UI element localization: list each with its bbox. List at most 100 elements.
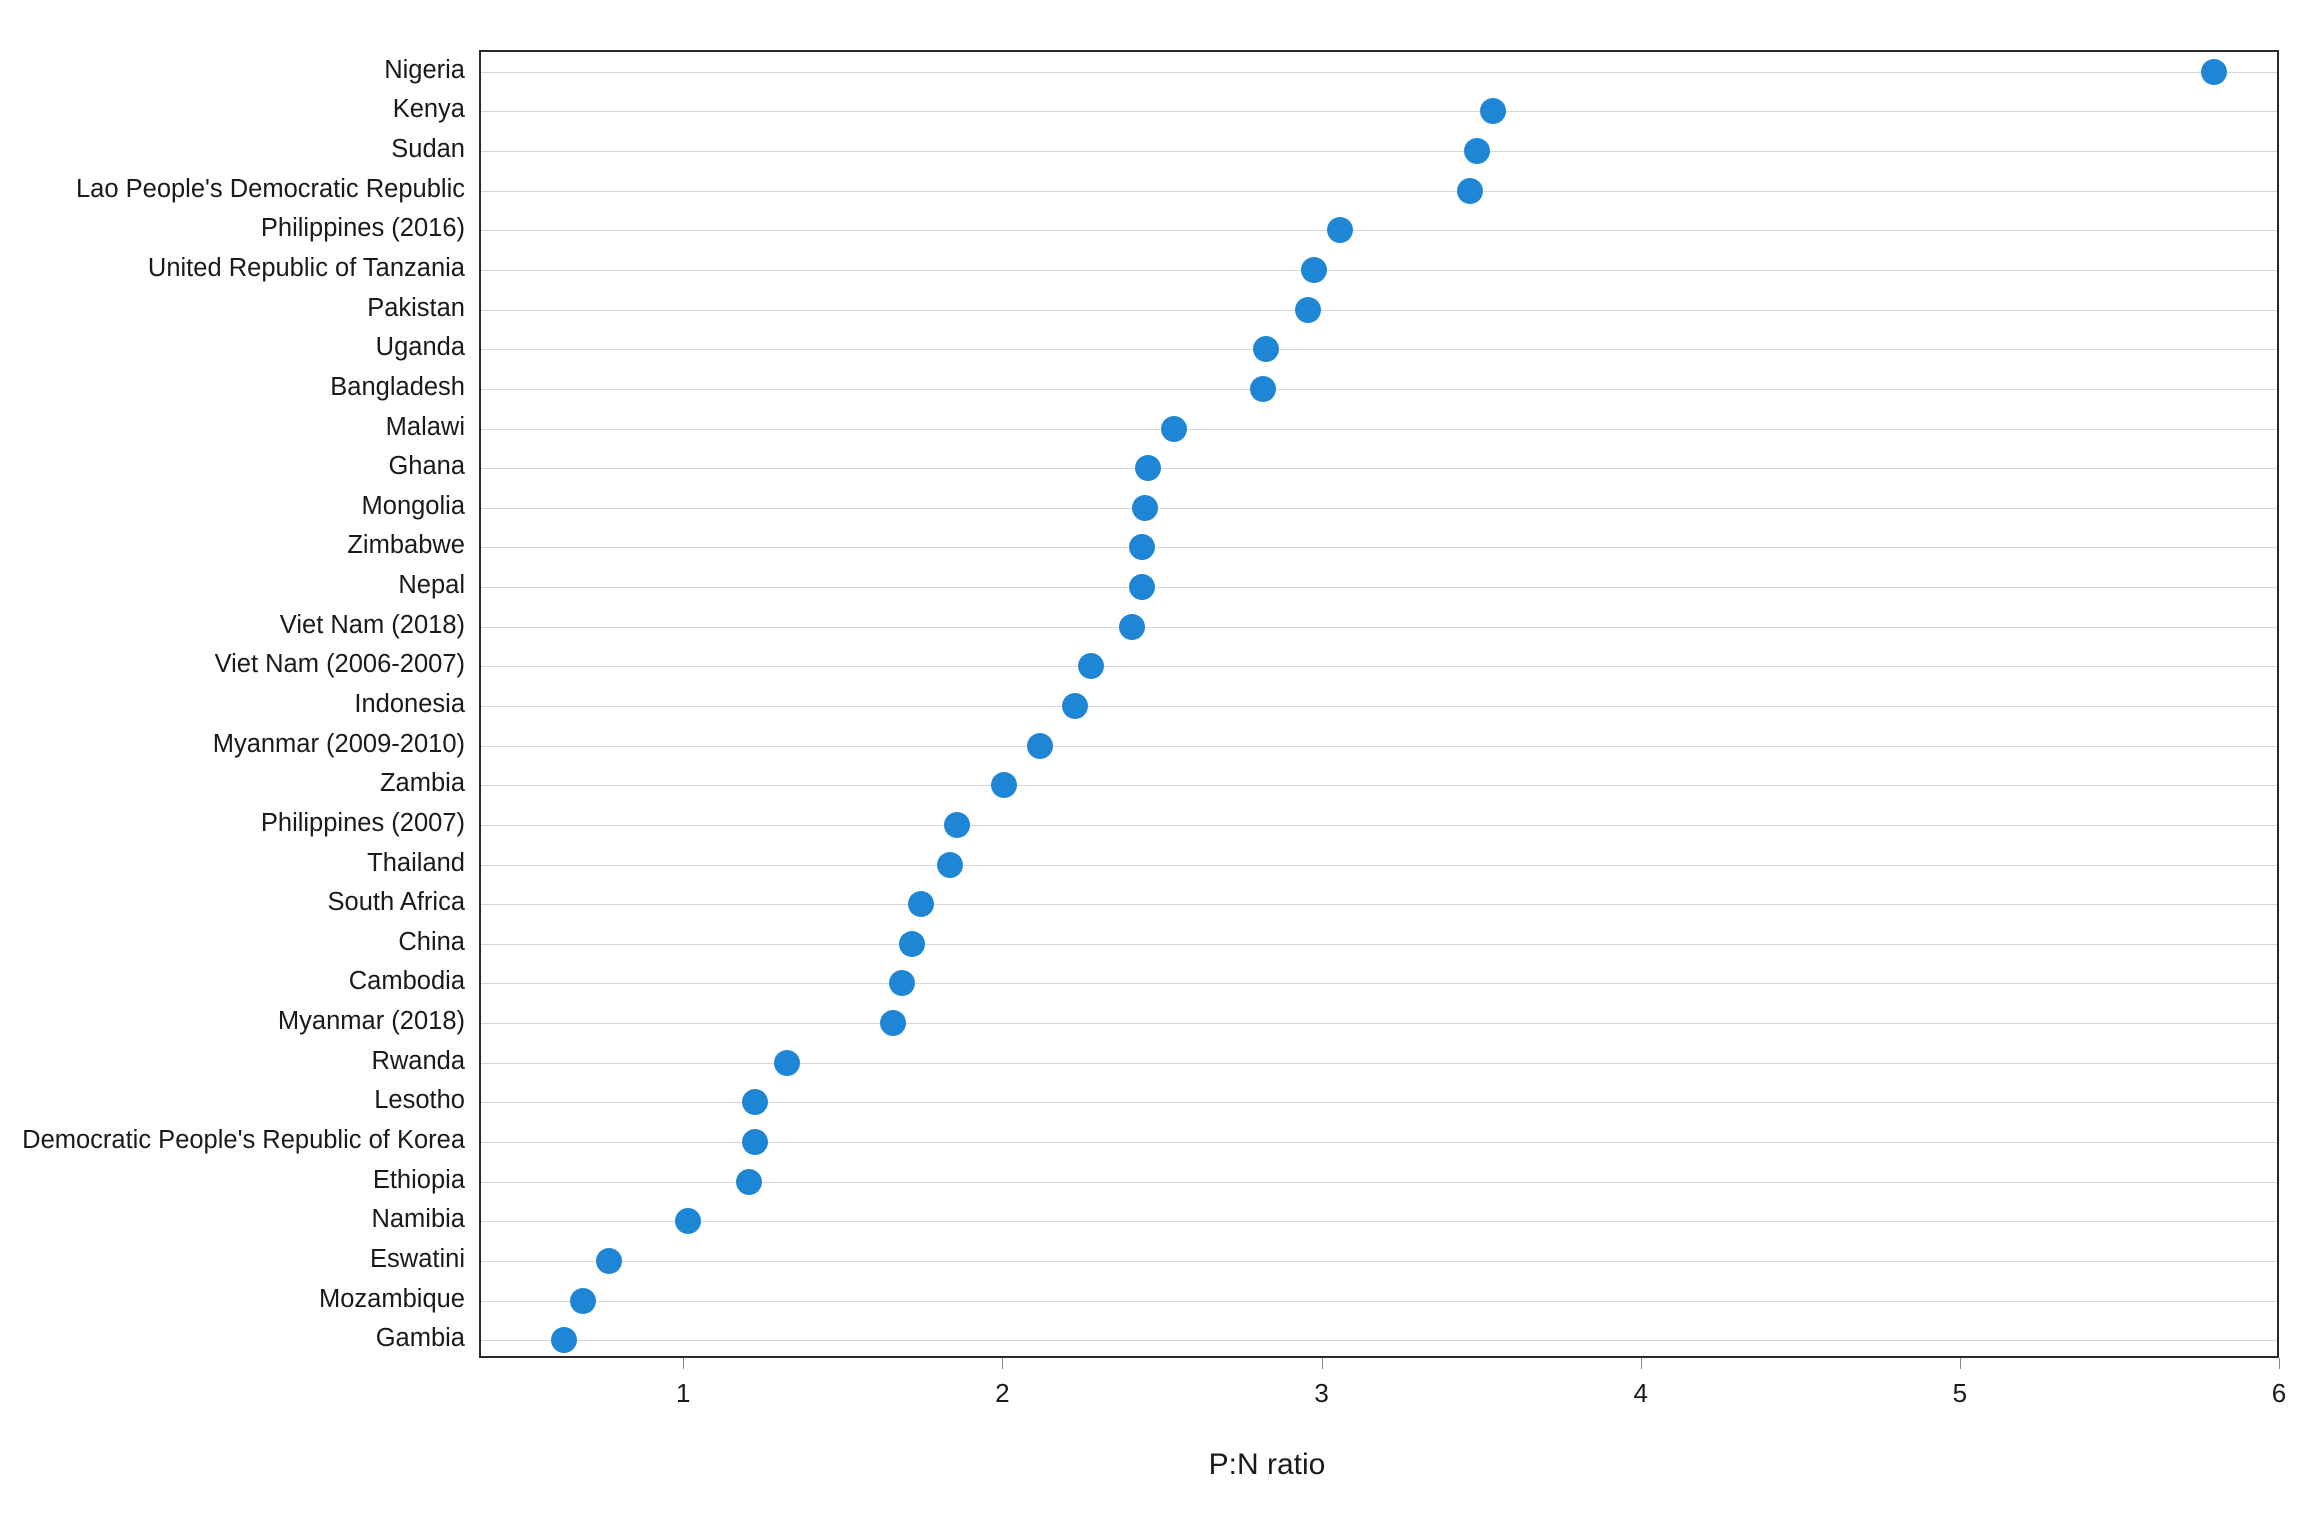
- y-axis-label: Mozambique: [319, 1284, 465, 1313]
- data-point[interactable]: [550, 1327, 577, 1354]
- data-point[interactable]: [1300, 257, 1327, 283]
- data-point[interactable]: [937, 851, 964, 878]
- x-tick-label: 5: [1952, 1378, 1968, 1408]
- gridline: [481, 428, 2277, 430]
- x-tick-label: 4: [1633, 1378, 1648, 1408]
- y-axis-label: Myanmar (2018): [277, 1007, 465, 1036]
- x-tick-mark: [1640, 1358, 1642, 1369]
- gridline: [481, 190, 2277, 192]
- data-point[interactable]: [1253, 336, 1280, 363]
- gridline: [481, 587, 2277, 589]
- gridline: [481, 1062, 2277, 1064]
- y-axis-label: Viet Nam (2018): [279, 610, 465, 639]
- plot-area: [479, 50, 2279, 1358]
- gridline: [481, 71, 2277, 73]
- y-axis-label: Uganda: [375, 333, 465, 362]
- y-axis-category-labels: Nigeria Kenya Sudan Lao People's Democratic…: [0, 50, 465, 1358]
- y-axis-label: Zambia: [379, 769, 465, 798]
- data-point[interactable]: [889, 970, 916, 997]
- gridline: [481, 626, 2277, 628]
- gridline: [481, 1340, 2277, 1342]
- data-point[interactable]: [1135, 455, 1162, 482]
- data-point[interactable]: [675, 1208, 702, 1235]
- gridline: [481, 507, 2277, 509]
- gridline: [481, 270, 2277, 271]
- gridline: [481, 1181, 2277, 1183]
- data-point[interactable]: [1061, 693, 1088, 719]
- data-point[interactable]: [736, 1168, 763, 1195]
- data-point[interactable]: [1463, 138, 1490, 165]
- y-axis-label: Lao People's Democratic Republic: [76, 174, 465, 203]
- gridline: [481, 1221, 2277, 1223]
- y-axis-label: Nepal: [398, 571, 465, 600]
- data-point[interactable]: [2200, 58, 2227, 85]
- x-tick-label: 2: [995, 1378, 1010, 1408]
- data-point[interactable]: [908, 891, 935, 918]
- x-axis-ticks: 1 2 3 4 5 6: [0, 1358, 2304, 1428]
- gridline: [481, 1142, 2277, 1143]
- y-axis-label: Indonesia: [354, 690, 465, 718]
- x-tick-mark: [2279, 1358, 2280, 1369]
- data-point[interactable]: [1026, 732, 1053, 759]
- data-point[interactable]: [1128, 574, 1155, 601]
- gridline: [481, 983, 2277, 985]
- y-axis-label: Bangladesh: [330, 372, 465, 401]
- y-axis-label: Gambia: [375, 1324, 465, 1353]
- x-axis-title-text: P:N ratio: [1208, 1448, 1326, 1481]
- gridline: [481, 468, 2277, 470]
- gridline: [481, 745, 2277, 747]
- data-point[interactable]: [1457, 177, 1484, 204]
- gridline: [481, 349, 2277, 351]
- data-point[interactable]: [570, 1287, 597, 1314]
- gridline: [481, 785, 2277, 787]
- data-point[interactable]: [595, 1247, 622, 1274]
- gridline: [481, 230, 2277, 232]
- y-axis-label: Sudan: [391, 135, 465, 164]
- y-axis-label: Lesotho: [374, 1086, 465, 1115]
- y-axis-label: Nigeria: [384, 55, 465, 84]
- data-point[interactable]: [1249, 375, 1276, 402]
- y-axis-label: Cambodia: [348, 967, 465, 996]
- gridline: [481, 1023, 2277, 1025]
- data-point[interactable]: [1479, 98, 1506, 125]
- data-point[interactable]: [1128, 534, 1155, 561]
- y-axis-label: Ethiopia: [372, 1165, 465, 1194]
- gridline: [481, 904, 2277, 906]
- data-point[interactable]: [742, 1129, 769, 1155]
- data-point[interactable]: [1160, 415, 1187, 442]
- y-axis-label: United Republic of Tanzania: [147, 254, 465, 282]
- gridline: [481, 824, 2277, 826]
- gridline: [481, 309, 2277, 311]
- y-axis-label: China: [398, 927, 465, 956]
- y-axis-label: South Africa: [327, 888, 466, 917]
- data-point[interactable]: [991, 772, 1018, 799]
- data-point[interactable]: [943, 811, 970, 838]
- data-point[interactable]: [1326, 217, 1353, 244]
- data-point[interactable]: [1119, 613, 1146, 640]
- x-tick-label: 3: [1314, 1378, 1329, 1408]
- data-point[interactable]: [774, 1049, 801, 1076]
- data-point[interactable]: [1294, 296, 1321, 323]
- y-axis-label: Zimbabwe: [347, 531, 465, 560]
- gridline: [481, 706, 2277, 707]
- x-tick-label: 6: [2271, 1378, 2287, 1408]
- x-tick-mark: [1002, 1358, 1004, 1369]
- data-point[interactable]: [898, 930, 925, 957]
- gridline: [481, 111, 2277, 113]
- gridline: [481, 1300, 2277, 1302]
- gridline: [481, 1260, 2277, 1262]
- gridline: [481, 151, 2277, 153]
- data-point[interactable]: [879, 1010, 906, 1037]
- y-axis-label: Viet Nam (2006-2007): [214, 650, 465, 679]
- data-point[interactable]: [1077, 653, 1104, 680]
- y-axis-label: Philippines (2016): [260, 214, 465, 243]
- x-axis-title: P:N ratio: [0, 1448, 2304, 1482]
- data-point[interactable]: [1131, 494, 1158, 521]
- x-tick-mark: [1321, 1358, 1323, 1369]
- y-axis-label: Thailand: [367, 848, 465, 877]
- x-tick-label: 1: [676, 1378, 691, 1408]
- gridline: [481, 1102, 2277, 1104]
- data-point[interactable]: [742, 1089, 769, 1116]
- y-axis-label: Mongolia: [361, 491, 465, 520]
